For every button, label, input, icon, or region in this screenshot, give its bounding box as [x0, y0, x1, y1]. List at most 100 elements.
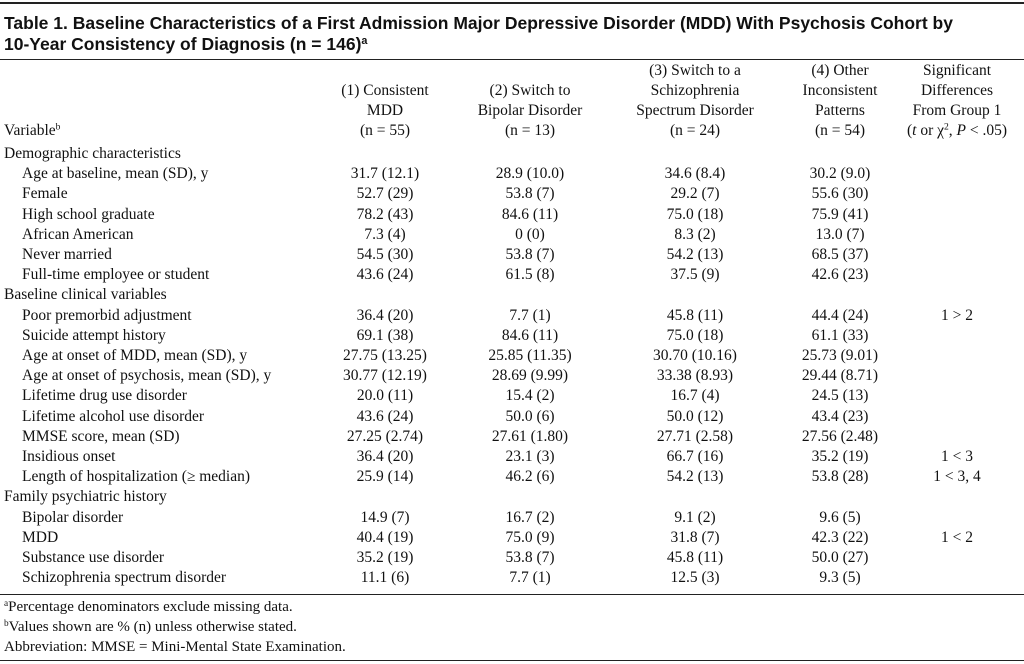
header-line: (2) Switch to [489, 82, 571, 99]
header-fragment: < .05) [966, 122, 1008, 139]
footnote-marker: b [4, 618, 9, 629]
value-cell: 61.1 (33) [811, 326, 869, 344]
header-line: Patterns [815, 102, 865, 119]
difference-cell [890, 548, 1024, 568]
variable-cell: African American [22, 225, 134, 243]
variable-cell: Full-time employee or student [22, 266, 210, 284]
header-fragment: 2 [943, 121, 949, 133]
difference-cell [890, 225, 1024, 245]
value-cell: 44.4 (24) [811, 306, 869, 324]
variable-cell: Age at onset of MDD, mean (SD), y [22, 347, 248, 365]
header-line: (n = 13) [504, 122, 556, 139]
header-line: MDD [366, 102, 404, 119]
bottom-rule [0, 660, 1024, 661]
value-cell: 75.9 (41) [811, 205, 869, 223]
value-cell: 16.7 (2) [505, 508, 555, 526]
value-cell: 16.7 (4) [670, 387, 720, 405]
title-line-text: 10-Year Consistency of Diagnosis (n = 14… [4, 34, 362, 54]
difference-cell [890, 568, 1024, 588]
header-fragment: , [948, 122, 957, 139]
value-cell: 27.75 (13.25) [343, 347, 427, 365]
title-line: Table 1. Baseline Characteristics of a F… [4, 13, 953, 33]
title-rule [0, 59, 1024, 60]
data-table: Variableb (1) Consistent MDD (n = 55) (2) S… [0, 61, 1024, 588]
variable-cell: Schizophrenia spectrum disorder [22, 569, 227, 587]
value-cell: 25.85 (11.35) [488, 347, 572, 365]
table-rule [0, 594, 1024, 595]
footnote: aPercentage denominators exclude missing… [4, 597, 346, 617]
value-cell: 37.5 (9) [670, 266, 720, 284]
variable-cell: Length of hospitalization (≥ median) [22, 468, 251, 486]
value-cell: 23.1 (3) [505, 448, 555, 466]
data-row: Age at onset of psychosis, mean (SD), y 3… [0, 366, 1024, 386]
difference-cell: 1 < 3, 4 [933, 468, 981, 486]
footnote: bValues shown are % (n) unless otherwise… [4, 617, 346, 637]
header-line: Schizophrenia [650, 82, 740, 99]
header-line: (1) Consistent [341, 82, 429, 99]
value-cell: 27.61 (1.80) [491, 427, 569, 445]
value-cell: 46.2 (6) [505, 468, 555, 486]
value-cell: 24.5 (13) [811, 387, 869, 405]
value-cell: 55.6 (30) [811, 185, 869, 203]
header-fragment: ( [906, 122, 913, 139]
difference-cell [890, 184, 1024, 204]
value-cell: 8.3 (2) [674, 225, 716, 243]
value-cell: 50.0 (12) [666, 407, 724, 425]
header-cell: (2) Switch to Bipolar Disorder (n = 13) [460, 61, 600, 144]
header-fragment: t [912, 122, 917, 139]
footnote-text: Abbreviation: MMSE = Mini-Mental State E… [4, 639, 346, 655]
value-cell: 75.0 (9) [505, 528, 555, 546]
value-cell: 13.0 (7) [815, 225, 865, 243]
header-line: Differences [920, 82, 993, 99]
value-cell: 45.8 (11) [666, 306, 724, 324]
variable-cell: Never married [22, 246, 112, 264]
value-cell: 53.8 (7) [505, 185, 555, 203]
header-line: Bipolar Disorder [477, 102, 583, 119]
variable-cell: Bipolar disorder [22, 508, 124, 526]
header-line: From Group 1 [912, 102, 1002, 119]
value-cell: 61.5 (8) [505, 266, 555, 284]
value-cell: 75.0 (18) [666, 326, 724, 344]
header-cell: (1) Consistent MDD (n = 55) [310, 61, 460, 144]
section-label: Family psychiatric history [4, 488, 167, 506]
value-cell: 53.8 (28) [811, 468, 869, 486]
value-cell: 69.1 (38) [356, 326, 414, 344]
value-cell: 28.69 (9.99) [491, 367, 569, 385]
difference-cell [890, 265, 1024, 285]
data-row: Full-time employee or student 43.6 (24) 61… [0, 265, 1024, 285]
footnote-text: Values shown are % (n) unless otherwise … [8, 619, 297, 635]
value-cell: 27.56 (2.48) [801, 427, 879, 445]
value-cell: 43.6 (24) [356, 266, 414, 284]
data-row: MDD 40.4 (19) 75.0 (9) 31.8 (7) 42.3 (22) 1 <… [0, 528, 1024, 548]
variable-cell: Age at baseline, mean (SD), y [22, 165, 209, 183]
data-row: Lifetime drug use disorder 20.0 (11) 15.4 … [0, 386, 1024, 406]
header-line: (3) Switch to a [649, 62, 741, 79]
top-rule [0, 2, 1024, 4]
difference-cell [890, 508, 1024, 528]
header-line: Inconsistent [802, 82, 878, 99]
header-line: (t or χ2, P < .05) [890, 121, 1024, 141]
difference-cell [890, 245, 1024, 265]
data-row: Age at baseline, mean (SD), y 31.7 (12.1)… [0, 164, 1024, 184]
difference-cell: 1 < 3 [941, 448, 973, 466]
data-row: Suicide attempt history 69.1 (38) 84.6 (11… [0, 326, 1024, 346]
data-row: Female 52.7 (29) 53.8 (7) 29.2 (7) 55.6 (30) [0, 184, 1024, 204]
difference-cell [890, 326, 1024, 346]
data-row: High school graduate 78.2 (43) 84.6 (11) 75… [0, 205, 1024, 225]
value-cell: 84.6 (11) [501, 205, 559, 223]
value-cell: 20.0 (11) [356, 387, 414, 405]
variable-cell: Lifetime alcohol use disorder [22, 407, 205, 425]
variable-cell: MMSE score, mean (SD) [22, 427, 180, 445]
value-cell: 31.7 (12.1) [350, 165, 420, 183]
value-cell: 54.2 (13) [666, 468, 724, 486]
variable-cell: Suicide attempt history [22, 326, 166, 344]
header-cell: (3) Switch to a Schizophrenia Spectrum Dis… [600, 61, 790, 144]
value-cell: 84.6 (11) [501, 326, 559, 344]
value-cell: 42.6 (23) [811, 266, 869, 284]
section-label: Baseline clinical variables [4, 286, 167, 304]
value-cell: 14.9 (7) [360, 508, 410, 526]
difference-cell [890, 427, 1024, 447]
data-row: Substance use disorder 35.2 (19) 53.8 (7) 4… [0, 548, 1024, 568]
data-row: Never married 54.5 (30) 53.8 (7) 54.2 (13) 6… [0, 245, 1024, 265]
variable-cell: Poor premorbid adjustment [22, 306, 192, 324]
